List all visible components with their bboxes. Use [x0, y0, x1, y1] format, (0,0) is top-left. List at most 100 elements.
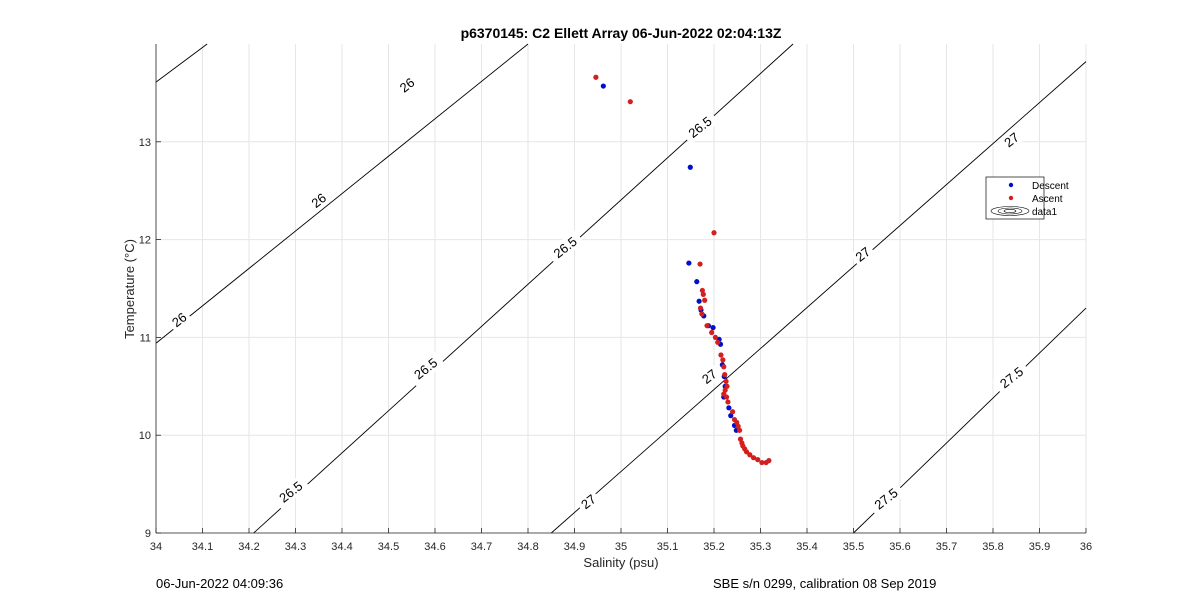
- contour-label-group: 26: [305, 187, 332, 214]
- x-tick-label: 34: [150, 541, 162, 553]
- ascent-point: [718, 352, 724, 358]
- contour-label-group: 27: [696, 363, 723, 390]
- ascent-point: [709, 329, 715, 336]
- contour-label-group: 27: [849, 241, 876, 268]
- x-tick-label: 35.2: [703, 541, 724, 553]
- chart-title: p6370145: C2 Ellett Array 06-Jun-2022 02…: [461, 25, 782, 41]
- axes: [155, 44, 1087, 534]
- x-tick-label: 34.3: [285, 541, 306, 553]
- x-tick-label: 35.7: [936, 541, 957, 553]
- ascent-point: [721, 364, 727, 370]
- ascent-point: [699, 311, 705, 317]
- data-points: [593, 74, 772, 466]
- legend-contour-icon: [990, 206, 1030, 216]
- x-tick-label: 34.8: [517, 541, 538, 553]
- ascent-point: [712, 334, 718, 340]
- ascent-point: [737, 436, 744, 442]
- x-axis-label: Salinity (psu): [583, 555, 658, 570]
- ascent-point: [750, 455, 757, 461]
- descent-point: [687, 164, 693, 170]
- ascent-point: [715, 339, 721, 345]
- x-tick-label: 35.6: [889, 541, 910, 553]
- legend-data1-label: data1: [1032, 207, 1057, 218]
- density-contour-26: [155, 43, 529, 344]
- legend: Descent Ascent data1: [985, 176, 1069, 220]
- grid-layer: [155, 44, 1087, 534]
- ascent-point: [734, 419, 740, 426]
- ascent-point: [627, 99, 633, 105]
- descent-point: [726, 405, 732, 411]
- tick-labels: 34 34.1 34.2 34.3 34.4 34.5 34.6 34.7 34.8 34.9 35…: [139, 137, 1092, 553]
- legend-descent-marker: [1008, 182, 1014, 188]
- x-tick-label: 35.8: [982, 541, 1003, 553]
- x-tick-label: 34.2: [238, 541, 259, 553]
- contour-label-bg: [575, 488, 602, 515]
- ascent-point: [736, 427, 743, 433]
- descent-point: [694, 279, 700, 285]
- contour-label-group: 27: [575, 488, 602, 515]
- ascent-point: [725, 399, 731, 405]
- y-tick-label: 13: [139, 137, 151, 149]
- ascent-point: [697, 261, 703, 267]
- x-tick-label: 34.9: [564, 541, 585, 553]
- y-tick-label: 9: [145, 528, 151, 540]
- contour-label-group: 26: [393, 72, 421, 98]
- ascent-point: [700, 291, 706, 297]
- contour-label-bg: [680, 109, 720, 145]
- ascent-point: [747, 452, 753, 458]
- x-tick-label: 34.7: [471, 541, 492, 553]
- x-tick-label: 35.4: [796, 541, 817, 553]
- legend-descent-label: Descent: [1032, 181, 1069, 192]
- y-tick-label: 10: [139, 430, 151, 442]
- ascent-point: [735, 423, 741, 429]
- ascent-point: [723, 378, 729, 385]
- density-contour-26: [155, 43, 208, 83]
- density-contour-27: [550, 61, 1087, 534]
- ascent-point: [759, 459, 765, 466]
- ascent-point: [766, 458, 772, 464]
- descent-point: [728, 413, 734, 419]
- x-tick-label: 34.5: [378, 541, 399, 553]
- descent-point: [696, 298, 702, 304]
- descent-point: [600, 83, 606, 89]
- x-tick-label: 36: [1080, 541, 1092, 553]
- x-tick-label: 35.9: [1029, 541, 1050, 553]
- legend-ascent-label: Ascent: [1032, 194, 1063, 205]
- x-tick-label: 35.3: [750, 541, 771, 553]
- contour-label-bg: [393, 72, 421, 98]
- x-tick-label: 34.4: [331, 541, 352, 553]
- descent-point: [686, 260, 692, 266]
- ascent-point: [722, 371, 728, 378]
- series-ascent: [593, 74, 772, 466]
- ascent-point: [720, 357, 726, 363]
- x-tick-label: 35: [615, 541, 627, 553]
- contour-label-bg: [998, 127, 1025, 153]
- ascent-point: [697, 305, 704, 311]
- x-tick-label: 35.5: [843, 541, 864, 553]
- y-tick-label: 11: [140, 332, 151, 344]
- ascent-point: [702, 297, 708, 303]
- legend-ascent-marker: [1008, 195, 1014, 201]
- contour-label-bg: [406, 351, 445, 387]
- x-tick-label: 34.6: [424, 541, 445, 553]
- ascent-point: [593, 74, 599, 80]
- contour-label-bg: [305, 187, 332, 214]
- ascent-point: [723, 394, 730, 400]
- y-axis-label: Temperature (°C): [122, 239, 137, 339]
- ascent-point: [730, 409, 736, 415]
- footer-calibration: SBE s/n 0299, calibration 08 Sep 2019: [713, 576, 937, 591]
- contour-label-group: 26.5: [546, 230, 585, 265]
- contour-label-bg: [166, 307, 193, 333]
- ascent-point: [722, 387, 728, 393]
- ascent-point: [755, 457, 761, 463]
- ascent-point: [711, 230, 717, 236]
- contour-label-bg: [866, 481, 906, 517]
- y-tick-label: 12: [139, 235, 151, 247]
- contour-label-group: 26: [166, 307, 193, 333]
- contour-label-bg: [696, 363, 723, 390]
- descent-point: [710, 325, 716, 331]
- contour-label-bg: [271, 474, 310, 510]
- ascent-point: [699, 287, 705, 294]
